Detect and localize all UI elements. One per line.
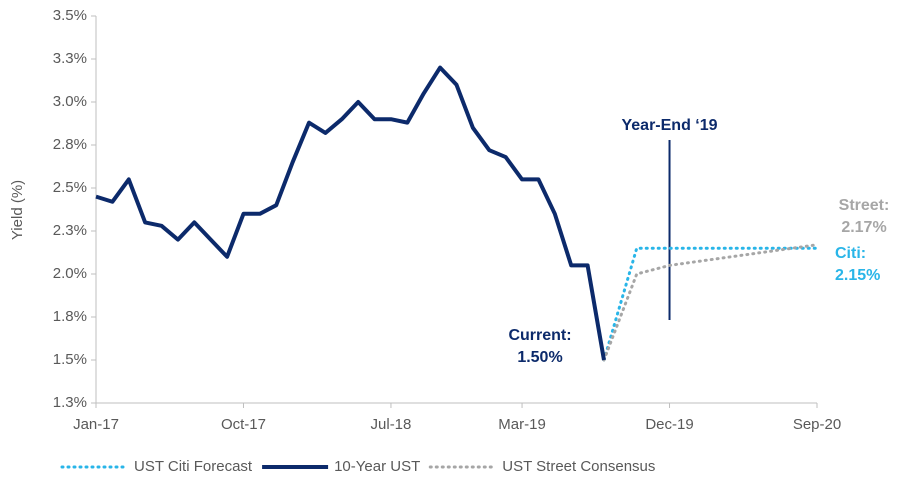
x-tick-label: Oct-17 xyxy=(221,416,266,433)
x-tick-label: Jan-17 xyxy=(73,416,119,433)
series-line xyxy=(602,246,819,362)
y-tick-label: 1.5% xyxy=(53,351,87,368)
y-tick-label: 1.8% xyxy=(53,308,87,325)
annotation: 2.15% xyxy=(835,267,880,284)
legend-label: UST Citi Forecast xyxy=(134,458,253,475)
y-tick-label: 2.5% xyxy=(53,179,87,196)
year-end-label: Year-End ‘19 xyxy=(621,117,717,134)
y-tick-label: 2.8% xyxy=(53,136,87,153)
y-tick-label: 2.0% xyxy=(53,265,87,282)
x-tick-label: Sep-20 xyxy=(793,416,841,433)
y-axis-label: Yield (%) xyxy=(9,180,26,240)
y-tick-label: 2.3% xyxy=(53,222,87,239)
annotation: 1.50% xyxy=(517,349,562,366)
series-line xyxy=(602,243,819,362)
y-tick-label: 3.3% xyxy=(53,50,87,67)
series-line xyxy=(95,65,606,361)
x-tick-label: Jul-18 xyxy=(371,416,412,433)
x-tick-label: Dec-19 xyxy=(645,416,693,433)
annotation: Street: xyxy=(839,197,890,214)
annotation: 2.17% xyxy=(841,219,886,236)
y-tick-label: 3.5% xyxy=(53,7,87,24)
annotation: Current: xyxy=(508,327,571,344)
y-tick-label: 3.0% xyxy=(53,93,87,110)
legend-label: UST Street Consensus xyxy=(502,458,655,475)
x-tick-label: Mar-19 xyxy=(498,416,546,433)
y-tick-label: 1.3% xyxy=(53,394,87,411)
annotation: Citi: xyxy=(835,245,866,262)
legend-label: 10-Year UST xyxy=(334,458,420,475)
